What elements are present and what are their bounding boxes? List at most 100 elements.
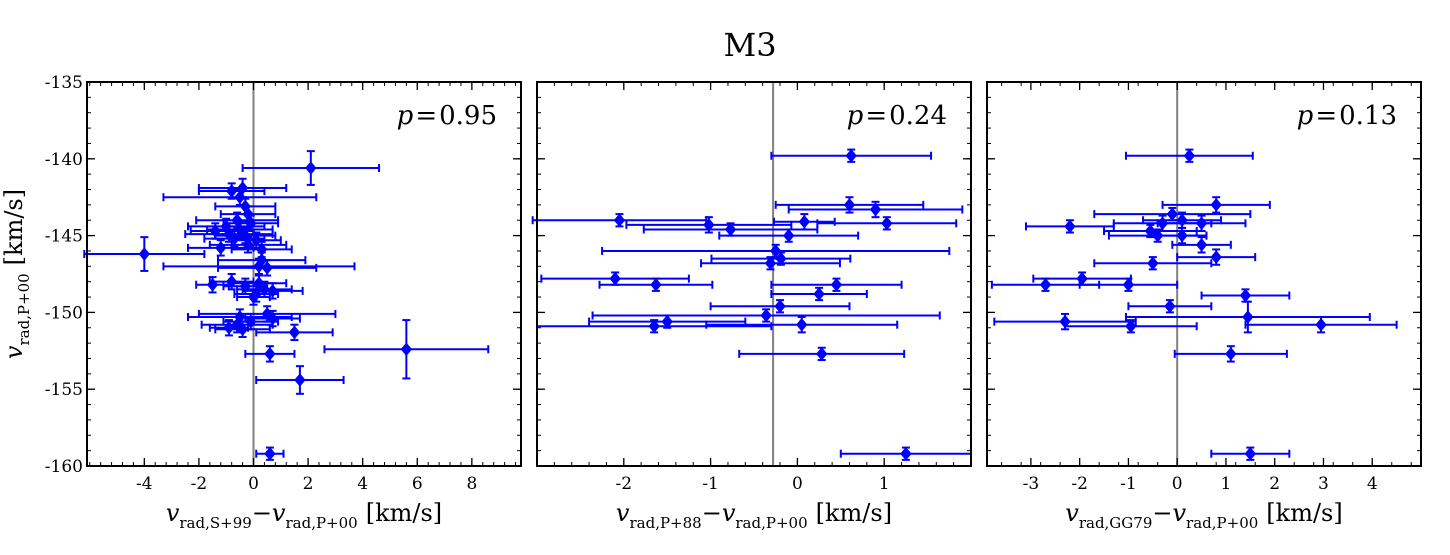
diamond-marker (764, 256, 777, 271)
diamond-marker (215, 241, 227, 255)
y-tick-label: -145 (45, 227, 83, 247)
data-point (1127, 299, 1213, 314)
data-point (186, 239, 255, 257)
diamond-marker (1225, 347, 1237, 361)
data-point (1200, 288, 1291, 303)
diamond-marker (796, 317, 808, 332)
diamond-marker (400, 342, 413, 357)
panel-right: -3 -2 -1 0 1 2 3 4 p=0.13 vrad,GG79−vrad,P+00 [km/… (986, 81, 1422, 532)
diamond-marker (258, 282, 271, 297)
diamond-marker (1195, 238, 1208, 252)
diamond-marker (1210, 198, 1222, 212)
p-value-annotation: p=0.95 (397, 101, 497, 131)
data-point (601, 243, 951, 259)
data-point (1156, 214, 1247, 232)
data-point (1210, 446, 1291, 461)
diamond-marker (798, 214, 810, 229)
data-point (531, 213, 708, 228)
data-point (1093, 206, 1252, 222)
data-point (1025, 219, 1115, 234)
data-point (1124, 148, 1254, 163)
data-point (236, 288, 271, 306)
x-tick-label: -2 (616, 474, 633, 494)
y-tick-label: -155 (45, 380, 83, 400)
data-point (83, 236, 206, 272)
diamond-marker (305, 161, 317, 175)
x-tick-label: 4 (357, 474, 368, 494)
diamond-marker (770, 244, 782, 258)
x-tick-label: 3 (1318, 474, 1329, 494)
diamond-marker (1176, 228, 1188, 243)
data-point (1078, 277, 1179, 292)
diamond-marker (264, 446, 276, 461)
x-tick-label: -4 (136, 474, 153, 494)
data-point (241, 150, 381, 186)
diamond-marker (881, 216, 893, 231)
data-point (772, 213, 836, 231)
x-tick-label: 0 (248, 474, 259, 494)
x-tick-label: 1 (1221, 474, 1232, 494)
data-point (709, 299, 851, 314)
diamond-marker (648, 319, 660, 334)
diamond-marker (1239, 288, 1252, 303)
data-point (705, 316, 899, 334)
diamond-marker (813, 287, 825, 301)
x-tick-label: -1 (1120, 474, 1137, 494)
x-tick-label: 8 (466, 474, 477, 494)
diamond-marker (661, 314, 673, 329)
diamond-marker (609, 271, 621, 286)
diamond-marker (774, 299, 786, 314)
data-point (1171, 236, 1232, 254)
data-point (1093, 256, 1213, 271)
diamond-marker (1125, 319, 1137, 334)
data-point (1161, 196, 1271, 214)
y-tick-label: -160 (45, 457, 83, 477)
y-axis-label: vrad,P+00[km/s] (0, 189, 33, 359)
data-point (244, 345, 296, 363)
plot-frame (86, 81, 522, 467)
x-tick-label: 2 (1269, 474, 1280, 494)
x-tick-label: -3 (1023, 474, 1040, 494)
diamond-marker (775, 251, 787, 266)
figure-title: M3 (723, 26, 776, 64)
data-point (770, 286, 868, 302)
diamond-marker (236, 322, 249, 337)
diamond-marker (1039, 277, 1052, 292)
diamond-marker (1244, 446, 1256, 461)
data-point (217, 259, 318, 277)
diamond-marker (816, 347, 828, 361)
data-point (718, 228, 860, 243)
data-point (816, 216, 958, 231)
data-point (591, 308, 941, 323)
diamond-marker (1164, 299, 1176, 314)
diamond-marker (650, 277, 662, 292)
diamond-marker (1210, 250, 1222, 264)
diamond-marker (830, 277, 843, 292)
x-axis-label: vrad,S+99−vrad,P+00 [km/s] (166, 499, 442, 532)
data-point (1176, 248, 1257, 266)
x-tick-label: -2 (1071, 474, 1088, 494)
diamond-marker (703, 218, 715, 232)
data-point (839, 446, 972, 461)
diamond-marker (1183, 148, 1196, 163)
y-tick-label: -140 (45, 150, 83, 170)
diamond-marker (1195, 216, 1208, 231)
data-point (255, 446, 285, 461)
data-point (323, 319, 490, 380)
diamond-marker (138, 247, 150, 261)
data-point (1064, 319, 1198, 334)
data-point (774, 196, 925, 214)
diamond-marker (1122, 277, 1135, 292)
data-point (162, 188, 318, 206)
diamond-marker (843, 198, 856, 212)
data-point (700, 256, 841, 271)
x-tick-label: -1 (702, 474, 719, 494)
data-point (1156, 226, 1208, 245)
data-point (162, 257, 356, 275)
data-point (770, 148, 933, 163)
diamond-marker (253, 259, 265, 274)
plot-frame (536, 81, 972, 467)
x-tick-label: 0 (792, 474, 803, 494)
diamond-marker (1315, 317, 1327, 332)
